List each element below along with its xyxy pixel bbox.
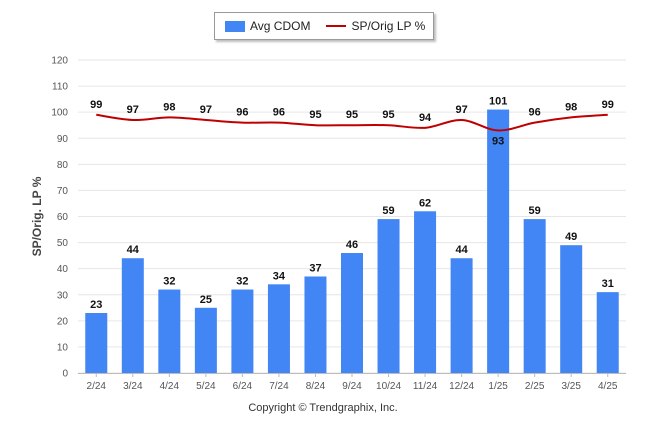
x-tick-label: 4/24 (160, 381, 180, 392)
bar-data-label: 34 (273, 270, 286, 282)
line-data-label: 96 (273, 107, 285, 119)
bar-data-label: 37 (309, 262, 321, 274)
copyright-footer: Copyright © Trendgraphix, Inc. (248, 402, 398, 414)
y-tick-label: 60 (57, 212, 69, 223)
x-tick-label: 12/24 (449, 381, 474, 392)
bar-data-label: 59 (382, 205, 394, 217)
bar (414, 211, 437, 373)
y-axis-title: SP/Orig. LP % (30, 176, 44, 256)
line-data-label: 96 (529, 107, 541, 119)
y-tick-label: 10 (57, 342, 69, 353)
bar (121, 258, 144, 373)
legend-label-line: SP/Orig LP % (351, 19, 426, 33)
y-tick-label: 40 (57, 264, 69, 275)
x-tick-label: 8/24 (306, 381, 326, 392)
bar-data-label: 44 (455, 244, 468, 256)
bar-data-label: 31 (602, 278, 614, 290)
x-tick-label: 5/24 (196, 381, 216, 392)
x-tick-label: 3/25 (561, 381, 581, 392)
y-tick-label: 110 (52, 82, 68, 93)
line-data-label: 94 (419, 112, 432, 124)
legend-label-bar: Avg CDOM (250, 19, 311, 33)
line-data-label: 99 (90, 99, 102, 111)
line-data-label: 96 (236, 107, 248, 119)
x-tick-label: 10/24 (376, 381, 401, 392)
x-tick-label: 11/24 (413, 381, 438, 392)
x-tick-label: 7/24 (269, 381, 289, 392)
y-tick-label: 30 (57, 290, 69, 301)
bar-data-label: 32 (236, 276, 248, 288)
y-tick-label: 20 (57, 316, 69, 327)
legend-item-line[interactable]: SP/Orig LP % (326, 19, 425, 33)
x-tick-label: 6/24 (233, 381, 253, 392)
bar-data-label: 62 (419, 197, 431, 209)
line-data-label: 98 (565, 101, 577, 113)
line-data-label: 95 (309, 109, 321, 121)
bar-data-label: 49 (565, 231, 577, 243)
bar-data-label: 25 (200, 294, 212, 306)
bar (158, 289, 181, 373)
y-tick-label: 120 (51, 56, 68, 67)
bar-data-label: 101 (489, 96, 507, 108)
bar (450, 258, 473, 373)
legend-item-bar[interactable]: Avg CDOM (225, 19, 310, 33)
y-tick-label: 80 (57, 160, 69, 171)
bar-data-label: 44 (127, 244, 140, 256)
legend-swatch-line (326, 25, 347, 27)
line-data-label: 97 (455, 104, 467, 116)
line-data-label: 99 (602, 99, 614, 111)
line-data-label: 97 (127, 104, 139, 116)
bar-data-label: 59 (529, 205, 541, 217)
bar (341, 253, 363, 373)
line-data-label: 95 (346, 109, 358, 121)
x-tick-label: 2/24 (87, 381, 107, 392)
y-tick-label: 100 (51, 108, 68, 119)
chart-legend: Avg CDOM SP/Orig LP % (214, 12, 434, 40)
x-tick-label: 3/24 (123, 381, 143, 392)
legend-swatch-bar (225, 20, 245, 32)
bar (523, 219, 546, 373)
line-data-label: 93 (492, 135, 504, 147)
bar (377, 219, 400, 373)
bar (560, 245, 583, 373)
bar (596, 292, 619, 373)
x-tick-label: 2/25 (525, 381, 545, 392)
x-tick-label: 4/25 (598, 381, 618, 392)
x-tick-label: 9/24 (342, 381, 362, 392)
y-tick-label: 50 (57, 238, 69, 249)
line-series-path (96, 113, 608, 132)
bar (487, 109, 510, 373)
y-tick-label: 90 (57, 134, 69, 145)
line-data-label: 95 (382, 109, 394, 121)
bar (231, 289, 254, 373)
bar (85, 313, 108, 373)
x-tick-label: 1/25 (488, 381, 508, 392)
bar-data-label: 23 (90, 299, 102, 311)
y-tick-label: 0 (62, 369, 68, 380)
line-data-label: 97 (200, 104, 212, 116)
bar-data-label: 46 (346, 239, 358, 251)
bar (304, 276, 327, 373)
y-tick-label: 70 (57, 186, 69, 197)
bar (194, 307, 217, 373)
bar-data-label: 32 (163, 276, 175, 288)
line-data-label: 98 (163, 101, 175, 113)
bar (267, 284, 290, 373)
